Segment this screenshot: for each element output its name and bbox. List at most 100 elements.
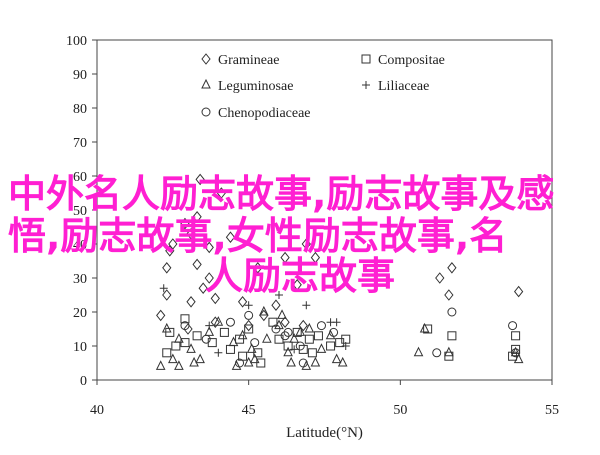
point-leguminosae: [337, 356, 348, 367]
point-chenopodiaceae: [244, 310, 254, 320]
data-points: [155, 173, 524, 370]
point-chenopodiaceae: [225, 317, 235, 327]
point-gramineae: [280, 251, 290, 264]
point-leguminosae: [228, 336, 239, 347]
point-compositae: [423, 324, 433, 334]
point-leguminosae: [262, 333, 272, 343]
x-tick-label: 40: [90, 403, 104, 418]
point-liliaceae: [275, 291, 283, 299]
legend-marker-liliaceae: [362, 81, 370, 89]
point-compositae: [292, 327, 302, 337]
point-leguminosae: [413, 346, 424, 357]
point-gramineae: [162, 261, 172, 274]
point-compositae: [313, 331, 323, 341]
point-leguminosae: [237, 329, 248, 340]
point-gramineae: [186, 295, 196, 308]
point-leguminosae: [231, 360, 242, 370]
point-leguminosae: [283, 346, 293, 357]
point-gramineae: [244, 319, 254, 332]
point-leguminosae: [289, 333, 299, 343]
point-gramineae: [225, 231, 236, 244]
point-compositae: [192, 331, 202, 341]
point-chenopodiaceae: [511, 348, 521, 358]
point-gramineae: [162, 289, 172, 301]
y-axis: 0 10 20 30 40 50 60 70 80 90 100: [66, 34, 97, 389]
point-liliaceae: [159, 284, 168, 293]
point-gramineae: [216, 187, 227, 199]
y-tick-label: 0: [80, 374, 87, 389]
legend: Gramineae Compositae Leguminosae Liliaceae C…: [201, 53, 445, 121]
point-leguminosae: [195, 353, 205, 364]
point-compositae: [511, 331, 521, 341]
point-liliaceae: [244, 301, 253, 310]
point-leguminosae: [419, 322, 430, 333]
x-axis: 40 45 50 55: [90, 380, 559, 418]
y-tick-label: 30: [73, 272, 87, 287]
overlay-text-line1: 中外名人励志故事,励志故事及感: [8, 172, 554, 216]
point-leguminosae: [331, 353, 342, 364]
point-chenopodiaceae: [283, 327, 293, 337]
legend-marker-gramineae: [201, 53, 211, 65]
point-leguminosae: [246, 343, 257, 353]
point-leguminosae: [513, 353, 524, 364]
point-chenopodiaceae: [508, 321, 518, 331]
point-compositae: [335, 338, 345, 348]
x-tick-label: 55: [545, 403, 559, 418]
point-leguminosae: [301, 360, 312, 370]
point-gramineae: [210, 316, 220, 329]
point-compositae: [219, 327, 229, 337]
point-gramineae: [292, 278, 302, 291]
point-leguminosae: [161, 322, 172, 333]
point-liliaceae: [205, 321, 214, 330]
point-leguminosae: [277, 309, 287, 319]
y-tick-label: 60: [73, 170, 87, 185]
point-gramineae: [210, 292, 220, 305]
point-chenopodiaceae: [447, 307, 457, 317]
point-chenopodiaceae: [295, 341, 305, 351]
point-leguminosae: [168, 353, 178, 364]
point-compositae: [162, 348, 172, 358]
point-chenopodiaceae: [280, 331, 290, 341]
point-compositae: [511, 344, 521, 354]
point-compositae: [326, 341, 336, 351]
point-gramineae: [253, 261, 263, 274]
point-leguminosae: [249, 353, 260, 364]
point-gramineae: [435, 272, 445, 284]
point-gramineae: [198, 282, 208, 295]
point-leguminosae: [295, 326, 306, 336]
point-gramineae: [180, 217, 190, 230]
point-leguminosae: [286, 356, 296, 367]
point-leguminosae: [316, 343, 327, 353]
x-axis-title: Latitude(°N): [286, 425, 363, 441]
point-leguminosae: [204, 326, 215, 336]
legend-label-chenopodiaceae: Chenopodiaceae: [218, 106, 311, 121]
y-tick-label: 70: [73, 136, 87, 151]
point-gramineae: [186, 227, 196, 240]
point-compositae: [307, 348, 317, 358]
point-leguminosae: [510, 346, 521, 357]
x-tick-label: 50: [393, 403, 407, 418]
point-gramineae: [513, 285, 524, 298]
point-compositae: [180, 314, 190, 324]
point-leguminosae: [243, 356, 254, 367]
point-leguminosae: [174, 333, 184, 343]
y-tick-label: 40: [73, 238, 87, 253]
point-gramineae: [156, 309, 166, 322]
point-gramineae: [237, 295, 248, 308]
point-leguminosae: [310, 356, 321, 367]
point-compositae: [283, 341, 293, 351]
point-liliaceae: [214, 348, 223, 357]
point-gramineae: [259, 309, 269, 322]
point-leguminosae: [274, 319, 284, 330]
point-gramineae: [310, 251, 321, 264]
point-leguminosae: [174, 360, 184, 370]
point-gramineae: [183, 323, 193, 335]
point-gramineae: [271, 299, 281, 312]
point-leguminosae: [213, 316, 224, 326]
point-gramineae: [204, 272, 214, 284]
legend-label-leguminosae: Leguminosae: [218, 79, 293, 94]
point-leguminosae: [325, 329, 336, 340]
legend-label-compositae: Compositae: [378, 53, 445, 68]
point-compositae: [298, 344, 308, 354]
